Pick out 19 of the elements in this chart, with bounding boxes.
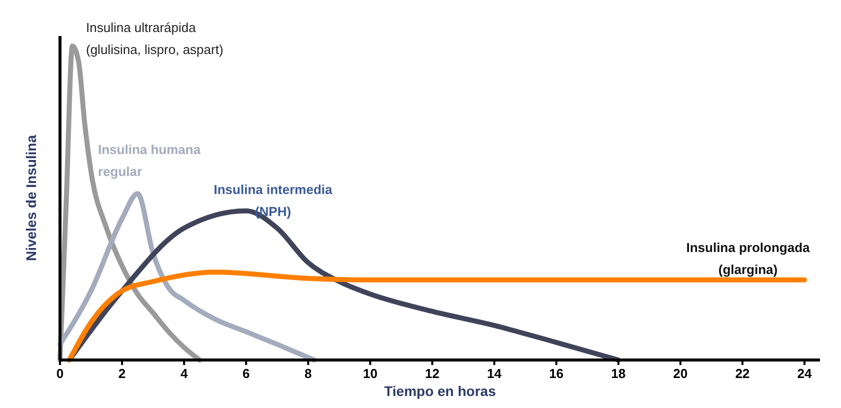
- x-tick-label: 12: [425, 366, 440, 381]
- x-tick-label: 4: [180, 366, 188, 381]
- series-label: Insulina ultrarápida (glulisina, lispro, aspart): [86, 20, 224, 57]
- y-axis-title: Niveles de Insulina: [23, 134, 39, 262]
- x-tick-label: 22: [735, 366, 750, 381]
- x-tick-label: 2: [118, 366, 126, 381]
- x-tick-label: 10: [362, 366, 378, 381]
- x-axis-title: Tiempo en horas: [384, 383, 496, 399]
- x-tick-label: 16: [549, 366, 564, 381]
- x-tick-label: 18: [611, 366, 626, 381]
- x-tick-label: 14: [487, 366, 502, 381]
- x-tick-label: 24: [797, 366, 812, 381]
- series-label: Insulina intermedia (NPH): [214, 182, 333, 219]
- text: Insulina humana regular: [98, 142, 202, 179]
- x-tick-label: 0: [56, 366, 64, 381]
- x-tick-label: 20: [673, 366, 688, 381]
- x-tick-label: 6: [242, 366, 250, 381]
- series-label: Insulina prolongada (glargina): [686, 240, 811, 277]
- x-tick-label: 8: [304, 366, 312, 381]
